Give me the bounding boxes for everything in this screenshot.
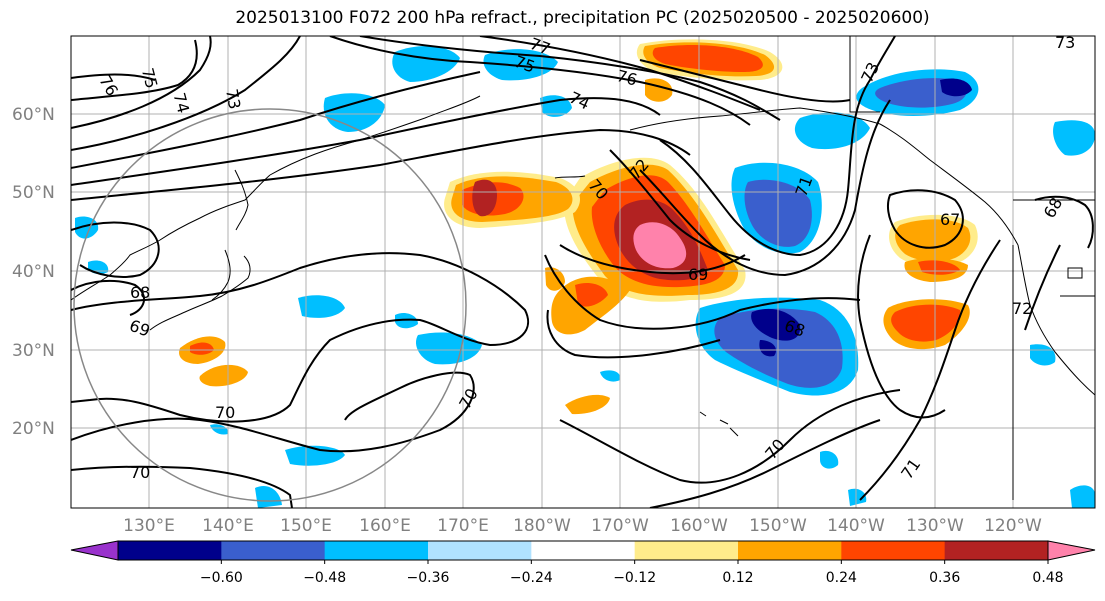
lon-label: 140°E	[202, 516, 254, 536]
contour-label: 70	[130, 463, 150, 482]
colorbar-tick-label: −0.36	[407, 570, 450, 586]
lat-label: 40°N	[12, 262, 55, 282]
lat-label: 20°N	[12, 419, 55, 439]
colorbar-ticks: −0.60 −0.48 −0.36 −0.24 −0.12 0.12 0.24 0.36 0.4…	[200, 560, 1064, 586]
contour-label: 75	[138, 66, 162, 91]
lat-label: 60°N	[12, 105, 55, 125]
colorbar-tick-label: −0.12	[613, 570, 656, 586]
colorbar: −0.60 −0.48 −0.36 −0.24 −0.12 0.12 0.24 0.36 0.4…	[70, 540, 1096, 586]
contour-label: 76	[615, 66, 640, 90]
lon-label: 160°W	[670, 516, 728, 536]
map-title: 2025013100 F072 200 hPa refract., precip…	[235, 8, 930, 28]
lon-label: 180°W	[513, 516, 571, 536]
colorbar-extend-low	[70, 540, 119, 561]
contour-label: 68	[130, 283, 150, 302]
colorbar-tick-label: −0.24	[510, 570, 553, 586]
lon-label: 150°E	[280, 516, 332, 536]
colorbar-segment	[428, 541, 532, 560]
contour-label: 67	[940, 210, 960, 229]
lat-label: 30°N	[12, 341, 55, 361]
colorbar-tick-label: 0.12	[722, 570, 753, 586]
colorbar-extend-high	[1047, 540, 1096, 561]
colorbar-tick-label: 0.24	[826, 570, 857, 586]
colorbar-segment	[944, 541, 1049, 560]
contour-label: 77	[527, 34, 553, 59]
contour-label: 73	[222, 87, 244, 110]
refractivity-contours	[71, 36, 1094, 508]
lon-label: 120°W	[984, 516, 1042, 536]
contour-label: 74	[169, 91, 193, 116]
colorbar-segments	[117, 540, 1049, 561]
lon-label: 140°W	[827, 516, 885, 536]
colorbar-tick-label: 0.48	[1032, 570, 1063, 586]
colorbar-segment	[324, 541, 429, 560]
contour-label: 70	[215, 403, 235, 422]
lon-label: 160°E	[359, 516, 411, 536]
colorbar-tick-label: 0.36	[929, 570, 960, 586]
colorbar-segment	[118, 541, 222, 560]
longitude-labels: 130°E 140°E 150°E 160°E 170°E 180°W 170°…	[123, 516, 1042, 536]
plot-content: 76 75 74 73 77 75 76 74 73 72 70 71 69 6…	[71, 33, 1095, 508]
plot-frame	[70, 35, 1096, 509]
range-circle	[73, 108, 467, 502]
contour-label: 69	[688, 265, 708, 284]
lon-label: 150°W	[749, 516, 807, 536]
colorbar-tick-label: −0.60	[200, 570, 243, 586]
lon-label: 130°W	[906, 516, 964, 536]
lat-label: 50°N	[12, 183, 55, 203]
latitude-labels: 60°N 50°N 40°N 30°N 20°N	[12, 105, 55, 439]
contour-label: 73	[1055, 33, 1075, 52]
colorbar-segment	[634, 541, 739, 560]
lon-label: 170°E	[437, 516, 489, 536]
colorbar-segment	[531, 541, 636, 560]
colorbar-tick-label: −0.48	[303, 570, 346, 586]
coastlines	[71, 36, 1095, 500]
contour-label: 72	[1012, 299, 1032, 318]
colorbar-segment	[221, 541, 326, 560]
colorbar-segment	[841, 541, 946, 560]
colorbar-segment	[738, 541, 842, 560]
lon-label: 130°E	[123, 516, 175, 536]
lon-label: 170°W	[591, 516, 649, 536]
